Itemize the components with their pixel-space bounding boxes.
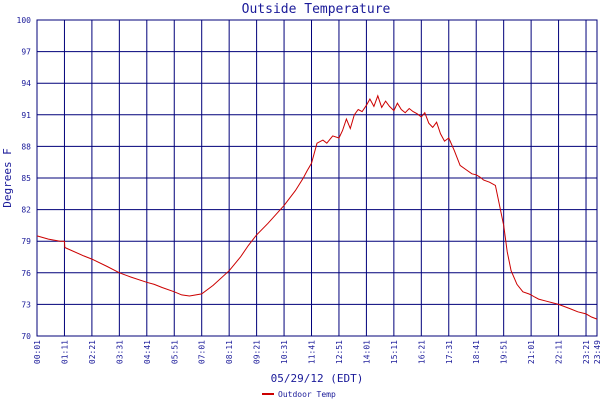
y-axis-label: Degrees F [1, 148, 14, 208]
y-tick-label: 97 [21, 48, 31, 57]
x-tick-label: 17:31 [445, 340, 454, 364]
x-axis-label: 05/29/12 (EDT) [271, 372, 364, 385]
x-tick-label: 15:11 [390, 340, 399, 364]
x-tick-label: 01:11 [60, 340, 69, 364]
x-tick-label: 08:11 [225, 340, 234, 364]
legend-label: Outdoor Temp [278, 390, 336, 399]
series-layer [36, 94, 598, 320]
x-tick-label: 04:41 [143, 340, 152, 364]
x-tick-label: 00:01 [33, 340, 42, 364]
x-tick-label: 11:41 [308, 340, 317, 364]
y-tick-label: 94 [21, 79, 31, 88]
x-tick-label: 16:21 [417, 340, 426, 364]
x-axis-ticks: 00:01 01:11 02:21 03:31 04:41 05:51 07:01 08:11… [33, 340, 600, 364]
x-tick-label: 14:01 [362, 340, 371, 364]
grid-lines [36, 19, 598, 337]
series-line-outdoor-temp [36, 94, 598, 320]
x-tick-label: 02:21 [88, 340, 97, 364]
x-tick-label: 07:01 [198, 340, 207, 364]
y-tick-label: 73 [21, 300, 31, 309]
y-tick-label: 76 [21, 269, 31, 278]
x-tick-label: 12:51 [335, 340, 344, 364]
y-tick-label: 70 [21, 332, 31, 341]
x-tick-label: 19:51 [500, 340, 509, 364]
x-tick-label: 23:21 [582, 340, 591, 364]
y-tick-label: 79 [21, 237, 31, 246]
y-tick-label: 85 [21, 174, 31, 183]
x-tick-label: 03:31 [115, 340, 124, 364]
y-tick-label: 91 [21, 111, 31, 120]
x-tick-label: 22:11 [555, 340, 564, 364]
y-tick-label: 100 [17, 16, 32, 25]
x-tick-label: 09:21 [253, 340, 262, 364]
x-tick-label: 21:01 [527, 340, 536, 364]
x-tick-label: 23:49 [593, 340, 600, 364]
legend: Outdoor Temp [262, 390, 336, 399]
y-tick-label: 82 [21, 206, 31, 215]
y-tick-label: 88 [21, 142, 31, 151]
x-tick-label: 18:41 [472, 340, 481, 364]
x-tick-label: 10:31 [280, 340, 289, 364]
y-axis-ticks: 70 73 76 79 82 85 88 91 94 97 100 [17, 16, 32, 341]
chart-title: Outside Temperature [242, 2, 391, 17]
x-tick-label: 05:51 [170, 340, 179, 364]
